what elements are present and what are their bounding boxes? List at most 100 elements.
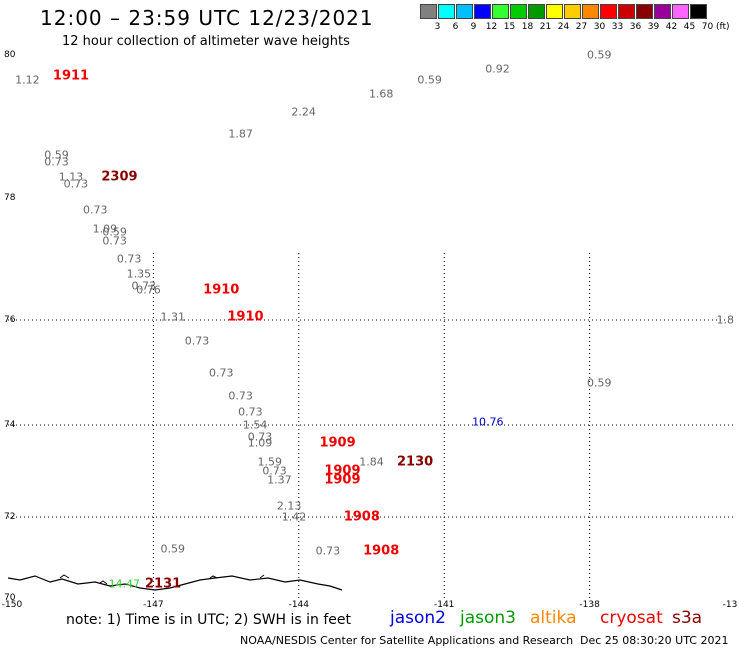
- wave-height-value: 0.92: [485, 62, 510, 76]
- satellite-s3a: s3a: [672, 608, 703, 628]
- wave-height-value: 0.73: [184, 334, 210, 348]
- wave-height-value: 1.09: [247, 436, 273, 450]
- wave-height-value: 0.73: [228, 389, 253, 403]
- wave-height-value: 1.12: [15, 73, 40, 87]
- legend-swatch: [456, 4, 473, 19]
- footer-note: note: 1) Time is in UTC; 2) SWH is in fe…: [66, 612, 352, 628]
- pass-time-label: 1909: [324, 463, 361, 479]
- legend-unit: (ft): [716, 22, 730, 32]
- generation-timestamp: Dec 25 08:30:20 UTC 2021: [580, 634, 729, 647]
- coastline: [7, 575, 343, 591]
- legend-label: 70: [701, 22, 714, 32]
- pass-time-label: 1908: [363, 543, 400, 559]
- wave-height-value: 1.84: [359, 455, 384, 469]
- legend-swatch: [564, 4, 581, 19]
- legend-label: 15: [503, 22, 516, 32]
- satellite-jason2: jason2: [390, 608, 446, 628]
- legend-swatch: [474, 4, 491, 19]
- wave-height-value: 0.73: [116, 252, 142, 266]
- legend-swatch: [492, 4, 509, 19]
- wave-height-value: 1.42: [281, 510, 307, 524]
- wave-height-value: 1.31: [160, 310, 186, 324]
- legend-swatch: [672, 4, 689, 19]
- lon-label: -150: [1, 600, 23, 610]
- wave-height-value: 0.59: [44, 148, 69, 162]
- legend-label: 18: [521, 22, 534, 32]
- wave-height-value: 0.59: [102, 225, 127, 239]
- pass-time-label: 1911: [52, 68, 90, 84]
- legend-swatch: [420, 4, 437, 19]
- legend-label: 42: [665, 22, 678, 32]
- wave-height-value: 0.73: [63, 177, 89, 191]
- wave-height-value: 0.73: [315, 544, 341, 558]
- legend-label: 21: [539, 22, 552, 32]
- legend-swatch: [618, 4, 635, 19]
- legend-label: 30: [593, 22, 606, 32]
- pass-time-label: 1909: [319, 435, 356, 451]
- pass-time-label: 2131: [144, 576, 182, 592]
- lon-label: -141: [433, 600, 455, 610]
- legend-label: 36: [629, 22, 642, 32]
- wave-height-value: 0.59: [160, 542, 186, 556]
- lat-label: 78: [4, 193, 16, 203]
- pass-time-label: 2130: [397, 454, 434, 470]
- legend-label: 24: [557, 22, 570, 32]
- wave-height-value: 0.59: [587, 376, 612, 390]
- wave-height-value: 1.13: [58, 170, 84, 184]
- wave-height-value: 1.59: [257, 455, 282, 469]
- credit-line: NOAA/NESDIS Center for Satellite Applica…: [240, 634, 574, 647]
- wave-height-value: 0.59: [587, 48, 612, 62]
- legend-label: 33: [611, 22, 624, 32]
- wave-height-value: 14.47: [108, 577, 141, 591]
- legend-swatch: [654, 4, 671, 19]
- lon-label: -144: [288, 600, 310, 610]
- legend-label: 9: [470, 22, 477, 32]
- wave-height-value: 1.68: [368, 87, 394, 101]
- wave-height-value: 1.8: [716, 313, 735, 327]
- wave-height-value: 2.24: [291, 105, 316, 119]
- lat-label: 74: [4, 420, 16, 430]
- wave-height-value: 0.73: [262, 464, 287, 478]
- legend-swatch: [438, 4, 455, 19]
- wave-height-value: 0.73: [247, 430, 273, 443]
- map-title: 12:00 – 23:59 UTC 12/23/2021: [40, 6, 374, 30]
- legend-swatch: [546, 4, 563, 19]
- wave-height-value: 0.76: [136, 283, 161, 296]
- wave-height-value: 0.73: [209, 366, 234, 379]
- pass-time-label: 1908: [343, 509, 380, 525]
- wave-height-value: 0.59: [417, 73, 442, 87]
- lat-label: 70: [4, 593, 16, 603]
- wave-height-value: 10.76: [472, 415, 504, 429]
- wave-height-value: 1.35: [126, 267, 152, 281]
- lat-label: 80: [4, 50, 16, 60]
- legend-label: 3: [434, 22, 441, 32]
- satellite-altika: altika: [530, 608, 577, 628]
- color-legend: 3 6 9 12 15 18 21 24 27 30 33 36 39 42 45 70 (ft): [420, 4, 730, 40]
- wave-height-value: 1.54: [242, 418, 268, 432]
- satellite-jason3: jason3: [460, 608, 516, 628]
- map-subtitle: 12 hour collection of altimeter wave hei…: [62, 34, 350, 49]
- pass-time-label: 1909: [324, 472, 361, 488]
- lat-label: 76: [4, 315, 16, 325]
- legend-swatch: [600, 4, 617, 19]
- wave-height-value: 1.37: [267, 473, 292, 487]
- legend-swatch: [510, 4, 527, 19]
- wave-height-value: 0.73: [82, 203, 108, 217]
- legend-swatch: [636, 4, 653, 19]
- wave-height-value: 2.13: [276, 499, 302, 512]
- legend-label: 6: [452, 22, 459, 32]
- legend-label: 45: [683, 22, 696, 32]
- legend-label: 12: [485, 22, 498, 32]
- legend-label: 39: [647, 22, 660, 32]
- coastline-detail: [59, 574, 265, 585]
- legend-label: 27: [575, 22, 588, 32]
- lon-label: -147: [143, 600, 164, 610]
- legend-swatch: [528, 4, 545, 19]
- legend-swatch: [582, 4, 599, 19]
- wave-height-value: 0.73: [131, 279, 156, 293]
- satellite-cryosat: cryosat: [600, 608, 663, 628]
- wave-height-value: 1.09: [92, 222, 118, 235]
- wave-height-value: 1.87: [228, 127, 253, 141]
- graticule: [8, 253, 735, 598]
- lat-label: 72: [4, 512, 16, 522]
